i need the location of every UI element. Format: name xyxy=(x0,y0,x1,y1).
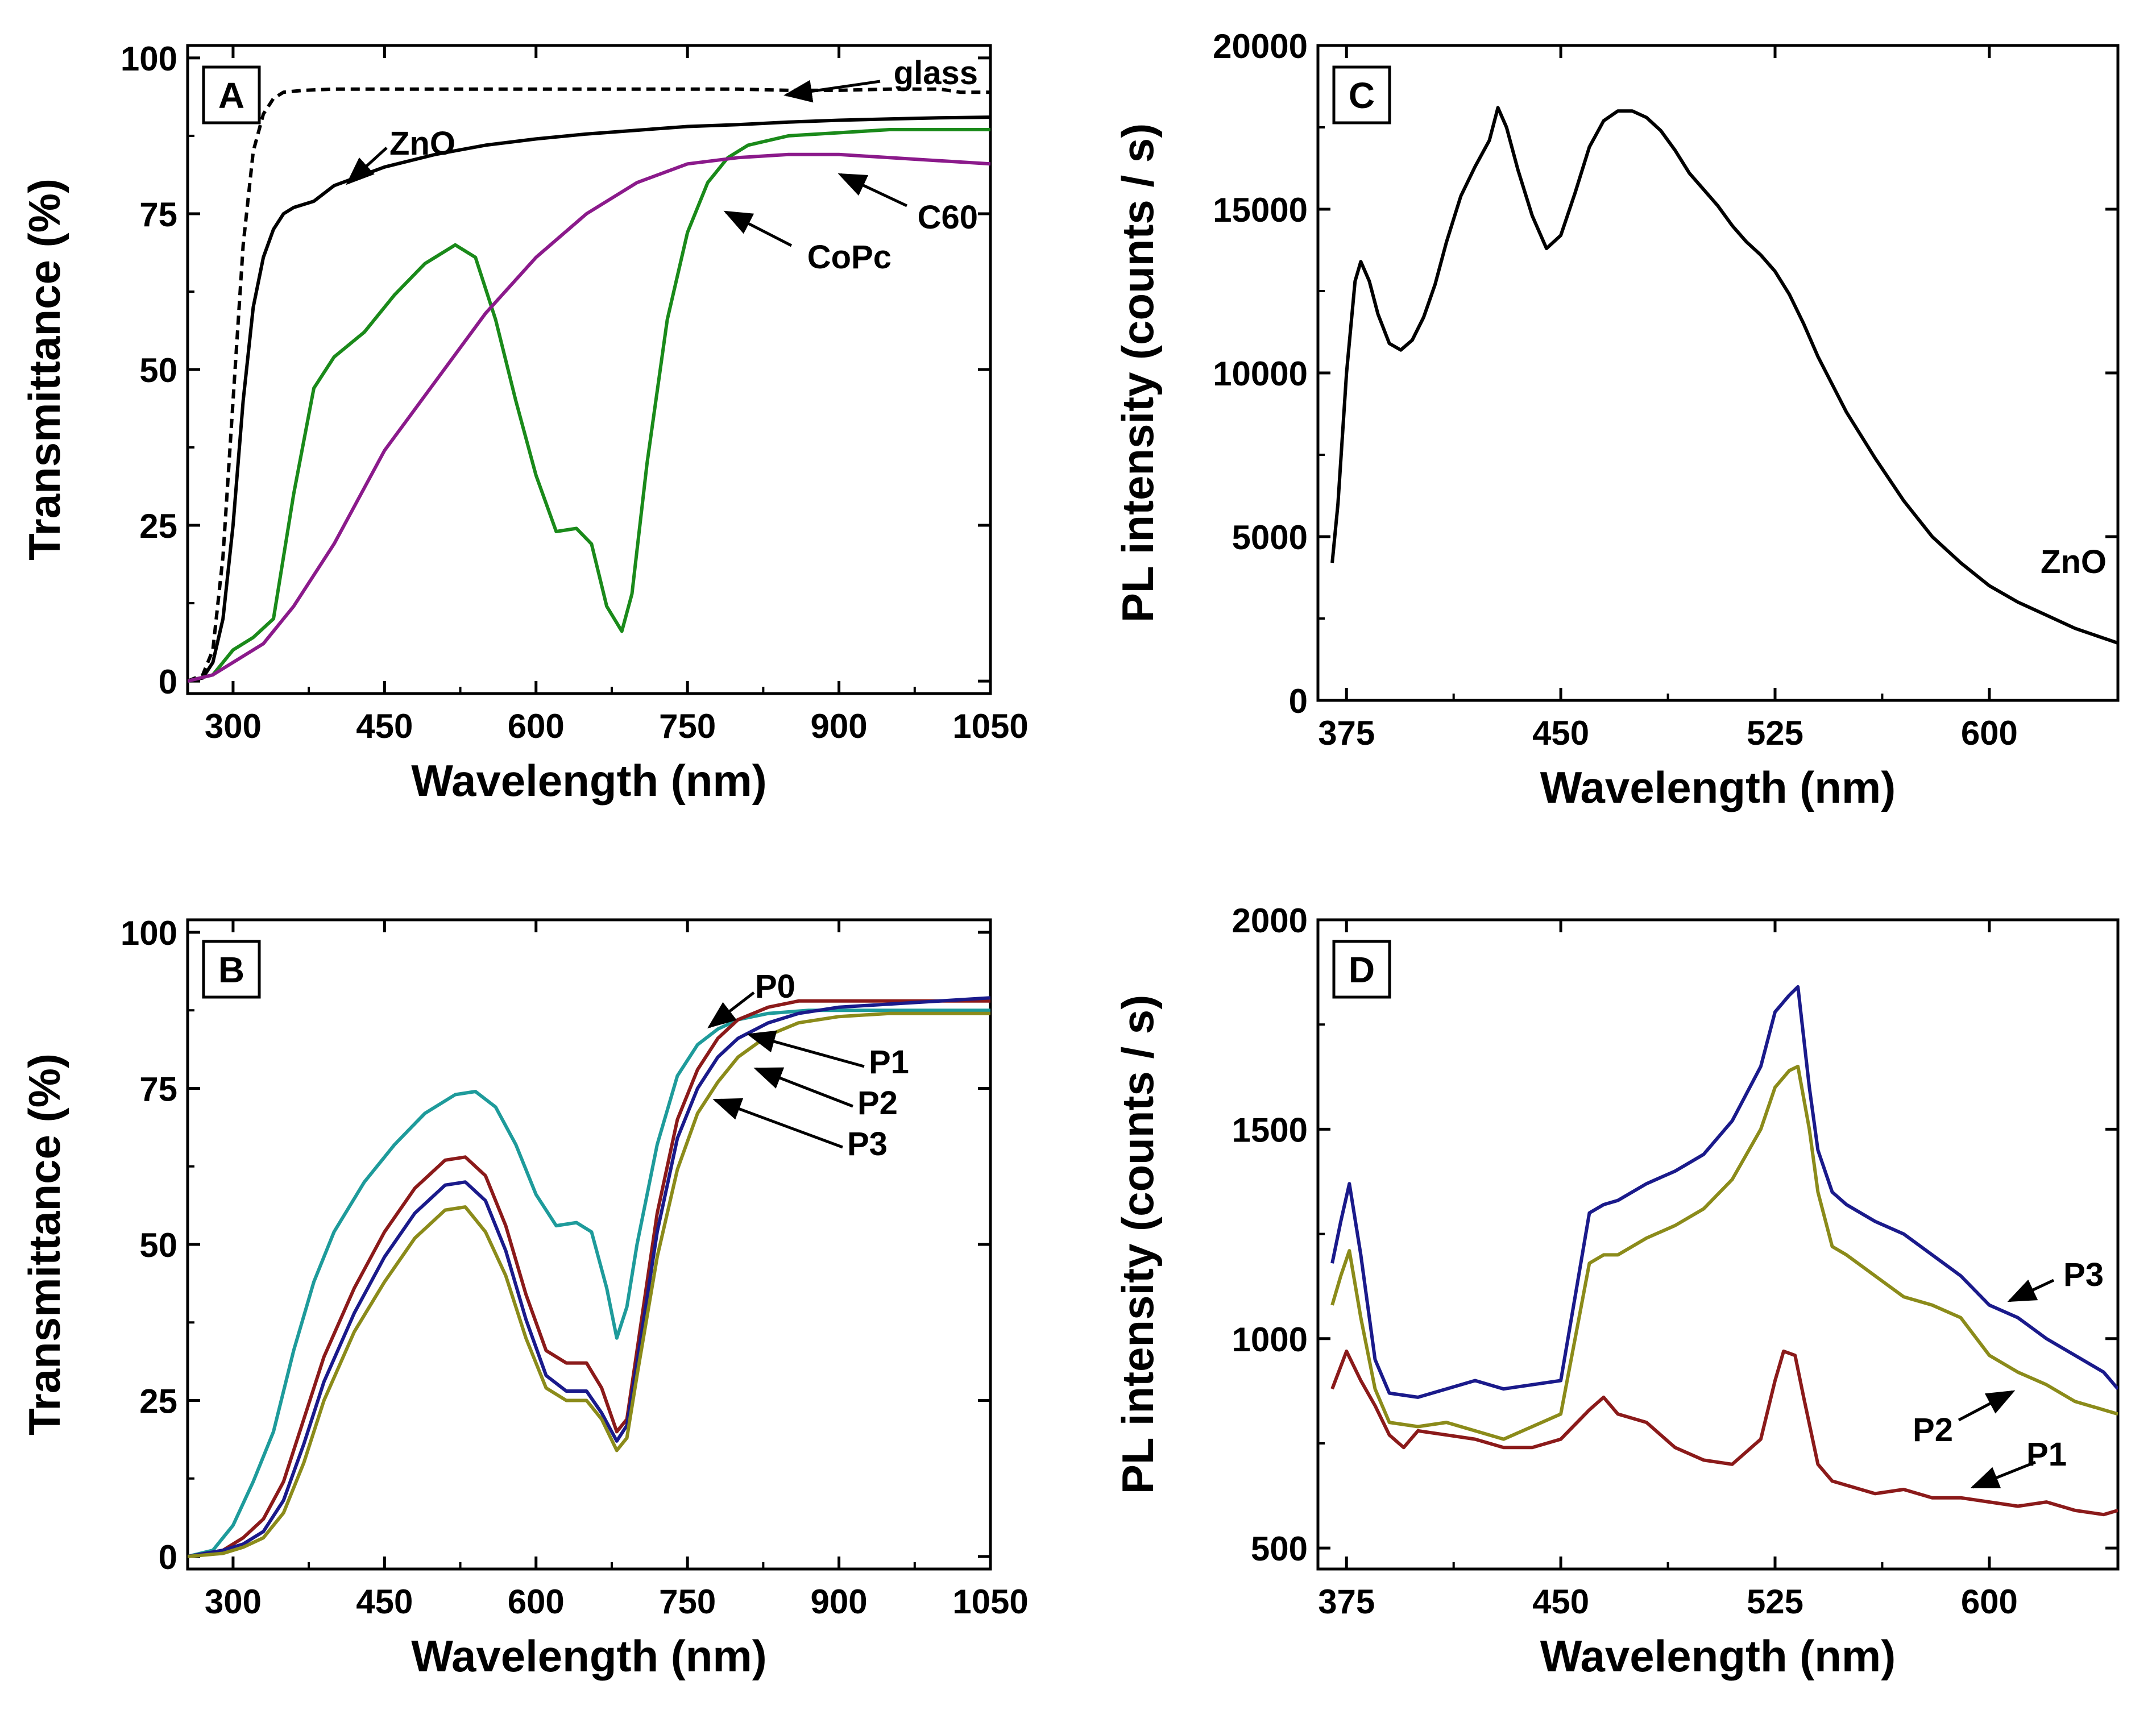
series-line-zno xyxy=(1330,106,2118,645)
annotation-arrow xyxy=(837,173,908,207)
x-axis-title: Wavelength (nm) xyxy=(411,1631,766,1681)
panel-letter-box xyxy=(202,65,261,124)
y-tick-label: 1500 xyxy=(1232,1111,1308,1149)
x-tick-label: 300 xyxy=(205,707,262,745)
series-line-p2 xyxy=(188,996,990,1558)
x-tick-label: 600 xyxy=(508,707,565,745)
annotation-arrow xyxy=(707,991,755,1029)
annotation-label: P1 xyxy=(869,1044,909,1081)
annotation-label: ZnO xyxy=(2041,543,2107,580)
annotation-label: P3 xyxy=(2063,1256,2104,1293)
x-tick-label: 600 xyxy=(508,1583,565,1621)
plot-frame xyxy=(186,918,992,1571)
annotation-label: P2 xyxy=(857,1085,898,1122)
annotation-label: P2 xyxy=(1913,1412,1953,1448)
series-line-p2 xyxy=(1330,1064,2118,1441)
y-tick-label: 0 xyxy=(1289,682,1308,720)
y-tick-label: 75 xyxy=(139,1070,177,1108)
panel-letter: C xyxy=(1349,75,1375,116)
series-line-p0 xyxy=(188,1008,990,1558)
x-tick-label: 300 xyxy=(205,1583,262,1621)
y-tick-label: 10000 xyxy=(1213,355,1308,393)
y-tick-label: 0 xyxy=(159,663,177,701)
x-tick-label: 600 xyxy=(1961,1583,2018,1621)
annotation-arrow xyxy=(747,1030,865,1068)
panel-c: 375 450 525 600 0 5000 10000 15000 20000 Waveleng… xyxy=(1113,27,2120,812)
y-tick-label: 15000 xyxy=(1213,191,1308,229)
x-tick-label: 450 xyxy=(356,707,413,745)
annotation-arrow xyxy=(346,147,388,185)
panel-letter-box xyxy=(1332,65,1391,124)
y-tick-label: 0 xyxy=(159,1538,177,1576)
y-tick-label: 100 xyxy=(121,914,177,952)
annotation-arrow xyxy=(712,1098,843,1149)
x-tick-label: 600 xyxy=(1961,714,2018,752)
x-tick-label: 900 xyxy=(811,1583,868,1621)
x-tick-label: 750 xyxy=(659,1583,716,1621)
x-axis-title: Wavelength (nm) xyxy=(411,756,766,806)
series-line-p1 xyxy=(1330,1349,2118,1517)
y-tick-label: 500 xyxy=(1251,1530,1308,1568)
x-tick-label: 375 xyxy=(1318,1583,1375,1621)
y-tick-label: 1000 xyxy=(1232,1321,1308,1359)
annotation-arrow xyxy=(753,1067,853,1108)
plot-frame xyxy=(1316,44,2120,702)
annotation-arrow xyxy=(2007,1279,2055,1302)
series-line-p1 xyxy=(188,999,990,1558)
y-tick-label: 75 xyxy=(139,196,177,234)
annotation-label: glass xyxy=(894,55,978,92)
y-axis-title: Transmittance (%) xyxy=(19,179,69,561)
plot-frame xyxy=(1316,918,2120,1571)
y-tick-label: 2000 xyxy=(1232,902,1308,940)
x-tick-label: 450 xyxy=(1532,714,1589,752)
annotation-label: P3 xyxy=(847,1126,888,1163)
y-axis-title: PL intensity (counts / s) xyxy=(1113,995,1163,1494)
panel-d: 375 450 525 600 500 1000 1500 2000 Wavelength (n… xyxy=(1113,902,2120,1681)
x-axis-title: Wavelength (nm) xyxy=(1540,762,1896,812)
series-line-p3 xyxy=(1330,985,2118,1399)
panel-letter-box xyxy=(1332,940,1391,999)
annotation-label: CoPc xyxy=(807,239,892,276)
annotation-label: P1 xyxy=(2026,1436,2067,1473)
series-line-glass xyxy=(188,87,990,683)
annotation-arrow xyxy=(723,210,793,247)
panel-letter: A xyxy=(218,75,244,116)
series-line-copc xyxy=(188,128,990,683)
y-axis-title: Transmittance (%) xyxy=(19,1053,69,1435)
annotation-label: ZnO xyxy=(389,125,455,162)
panel-letter: D xyxy=(1349,949,1375,990)
x-tick-label: 375 xyxy=(1318,714,1375,752)
y-tick-label: 20000 xyxy=(1213,27,1308,65)
plot-frame xyxy=(186,44,992,695)
panel-letter-box xyxy=(202,940,261,999)
y-tick-label: 50 xyxy=(139,1226,177,1264)
annotation-arrow xyxy=(1958,1390,2016,1422)
x-tick-label: 525 xyxy=(1747,714,1803,752)
y-tick-label: 50 xyxy=(139,351,177,389)
annotation-arrow xyxy=(1970,1460,2036,1489)
annotation-arrow xyxy=(783,80,881,103)
x-tick-label: 450 xyxy=(1532,1583,1589,1621)
y-tick-label: 25 xyxy=(139,1383,177,1421)
x-tick-label: 450 xyxy=(356,1583,413,1621)
x-axis-title: Wavelength (nm) xyxy=(1540,1631,1896,1681)
x-tick-label: 750 xyxy=(659,707,716,745)
y-tick-label: 5000 xyxy=(1232,518,1308,557)
x-tick-label: 900 xyxy=(811,707,868,745)
y-tick-label: 25 xyxy=(139,507,177,545)
y-axis-title: PL intensity (counts / s) xyxy=(1113,123,1163,622)
panel-a: 300 450 600 750 900 1050 0 25 50 75 100 Wavelength … xyxy=(19,40,1029,806)
annotation-label: C60 xyxy=(918,199,978,236)
x-tick-label: 1050 xyxy=(952,707,1028,745)
series-line-c60 xyxy=(188,152,990,683)
annotation-label: P0 xyxy=(755,968,795,1005)
panel-b: 300 450 600 750 900 1050 0 25 50 75 100 Wavelength … xyxy=(19,914,1029,1681)
y-tick-label: 100 xyxy=(121,40,177,78)
x-tick-label: 1050 xyxy=(952,1583,1028,1621)
x-tick-label: 525 xyxy=(1747,1583,1803,1621)
series-line-zno xyxy=(188,115,990,683)
panel-letter: B xyxy=(218,949,244,990)
